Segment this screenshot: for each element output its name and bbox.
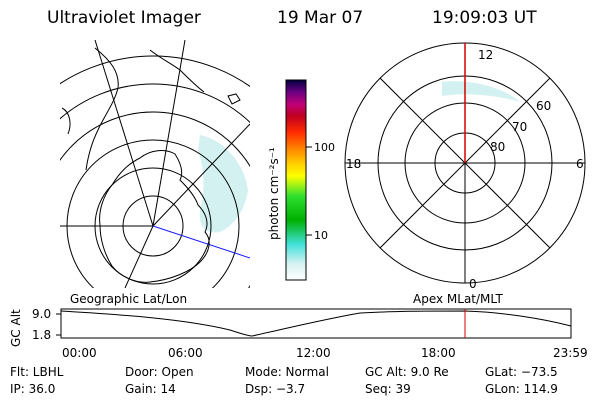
mlat-label: 70 bbox=[512, 120, 527, 134]
meridian bbox=[124, 225, 154, 288]
coastline bbox=[85, 47, 119, 171]
mlt-label-right: 6 bbox=[576, 157, 584, 171]
altitude-ylabel: GC Alt bbox=[9, 309, 23, 347]
left-map-caption: Geographic Lat/Lon bbox=[70, 292, 187, 306]
altitude-frame bbox=[60, 308, 572, 339]
track-line bbox=[152, 225, 250, 259]
altitude-strip: GC Alt 9.0 1.8 bbox=[9, 307, 572, 347]
date-label: 19 Mar 07 bbox=[277, 8, 364, 28]
time-tick-label: 06:00 bbox=[168, 346, 203, 360]
info-flt: Flt: LBHL bbox=[10, 365, 64, 379]
time-tick-label: 23:59 bbox=[553, 346, 588, 360]
mlat-label: 80 bbox=[490, 140, 505, 154]
coastline bbox=[99, 150, 210, 283]
colorbar-unit-label: photon cm⁻²s⁻¹ bbox=[267, 147, 281, 240]
mlt-label-top: 12 bbox=[478, 48, 493, 62]
meridian bbox=[152, 40, 186, 227]
right-map-caption: Apex MLat/MLT bbox=[413, 292, 503, 306]
info-glon: GLon: 114.9 bbox=[485, 382, 558, 396]
colorbar-tick-label: 10 bbox=[314, 229, 328, 242]
coastline bbox=[61, 107, 71, 135]
mlat-label: 60 bbox=[536, 99, 551, 113]
info-mode: Mode: Normal bbox=[245, 365, 329, 379]
meridian bbox=[94, 40, 154, 227]
aurora-emission bbox=[198, 135, 248, 233]
mlt-label-bottom: 0 bbox=[469, 277, 477, 291]
lat-circle bbox=[60, 83, 250, 124]
lat-circle bbox=[60, 55, 250, 88]
magnetic-polar-plot: 12 18 6 0 60 70 80 bbox=[344, 42, 586, 291]
colorbar-tick-label: 100 bbox=[314, 141, 335, 154]
altitude-ytick-label: 9.0 bbox=[32, 307, 51, 321]
time-tick-label: 00:00 bbox=[62, 346, 97, 360]
info-gain: Gain: 14 bbox=[125, 382, 176, 396]
info-seq: Seq: 39 bbox=[365, 382, 411, 396]
colorbar bbox=[285, 79, 307, 281]
time-label: 19:09:03 UT bbox=[432, 8, 537, 28]
time-tick-label: 12:00 bbox=[296, 346, 331, 360]
info-gcalt: GC Alt: 9.0 Re bbox=[365, 365, 449, 379]
geographic-map bbox=[60, 40, 250, 288]
info-door: Door: Open bbox=[125, 365, 194, 379]
time-tick-label: 18:00 bbox=[421, 346, 456, 360]
aurora-emission bbox=[442, 81, 520, 102]
lat-circle bbox=[60, 111, 250, 288]
mlt-label-left: 18 bbox=[346, 157, 361, 171]
info-dsp: Dsp: −3.7 bbox=[245, 382, 306, 396]
info-glat: GLat: −73.5 bbox=[485, 365, 558, 379]
instrument-title: Ultraviolet Imager bbox=[47, 8, 201, 28]
altitude-curve bbox=[60, 310, 572, 337]
altitude-ytick-label: 1.8 bbox=[32, 328, 51, 342]
coastline bbox=[227, 93, 241, 105]
meridian bbox=[152, 123, 250, 227]
coastline bbox=[149, 49, 205, 93]
info-ip: IP: 36.0 bbox=[10, 382, 56, 396]
